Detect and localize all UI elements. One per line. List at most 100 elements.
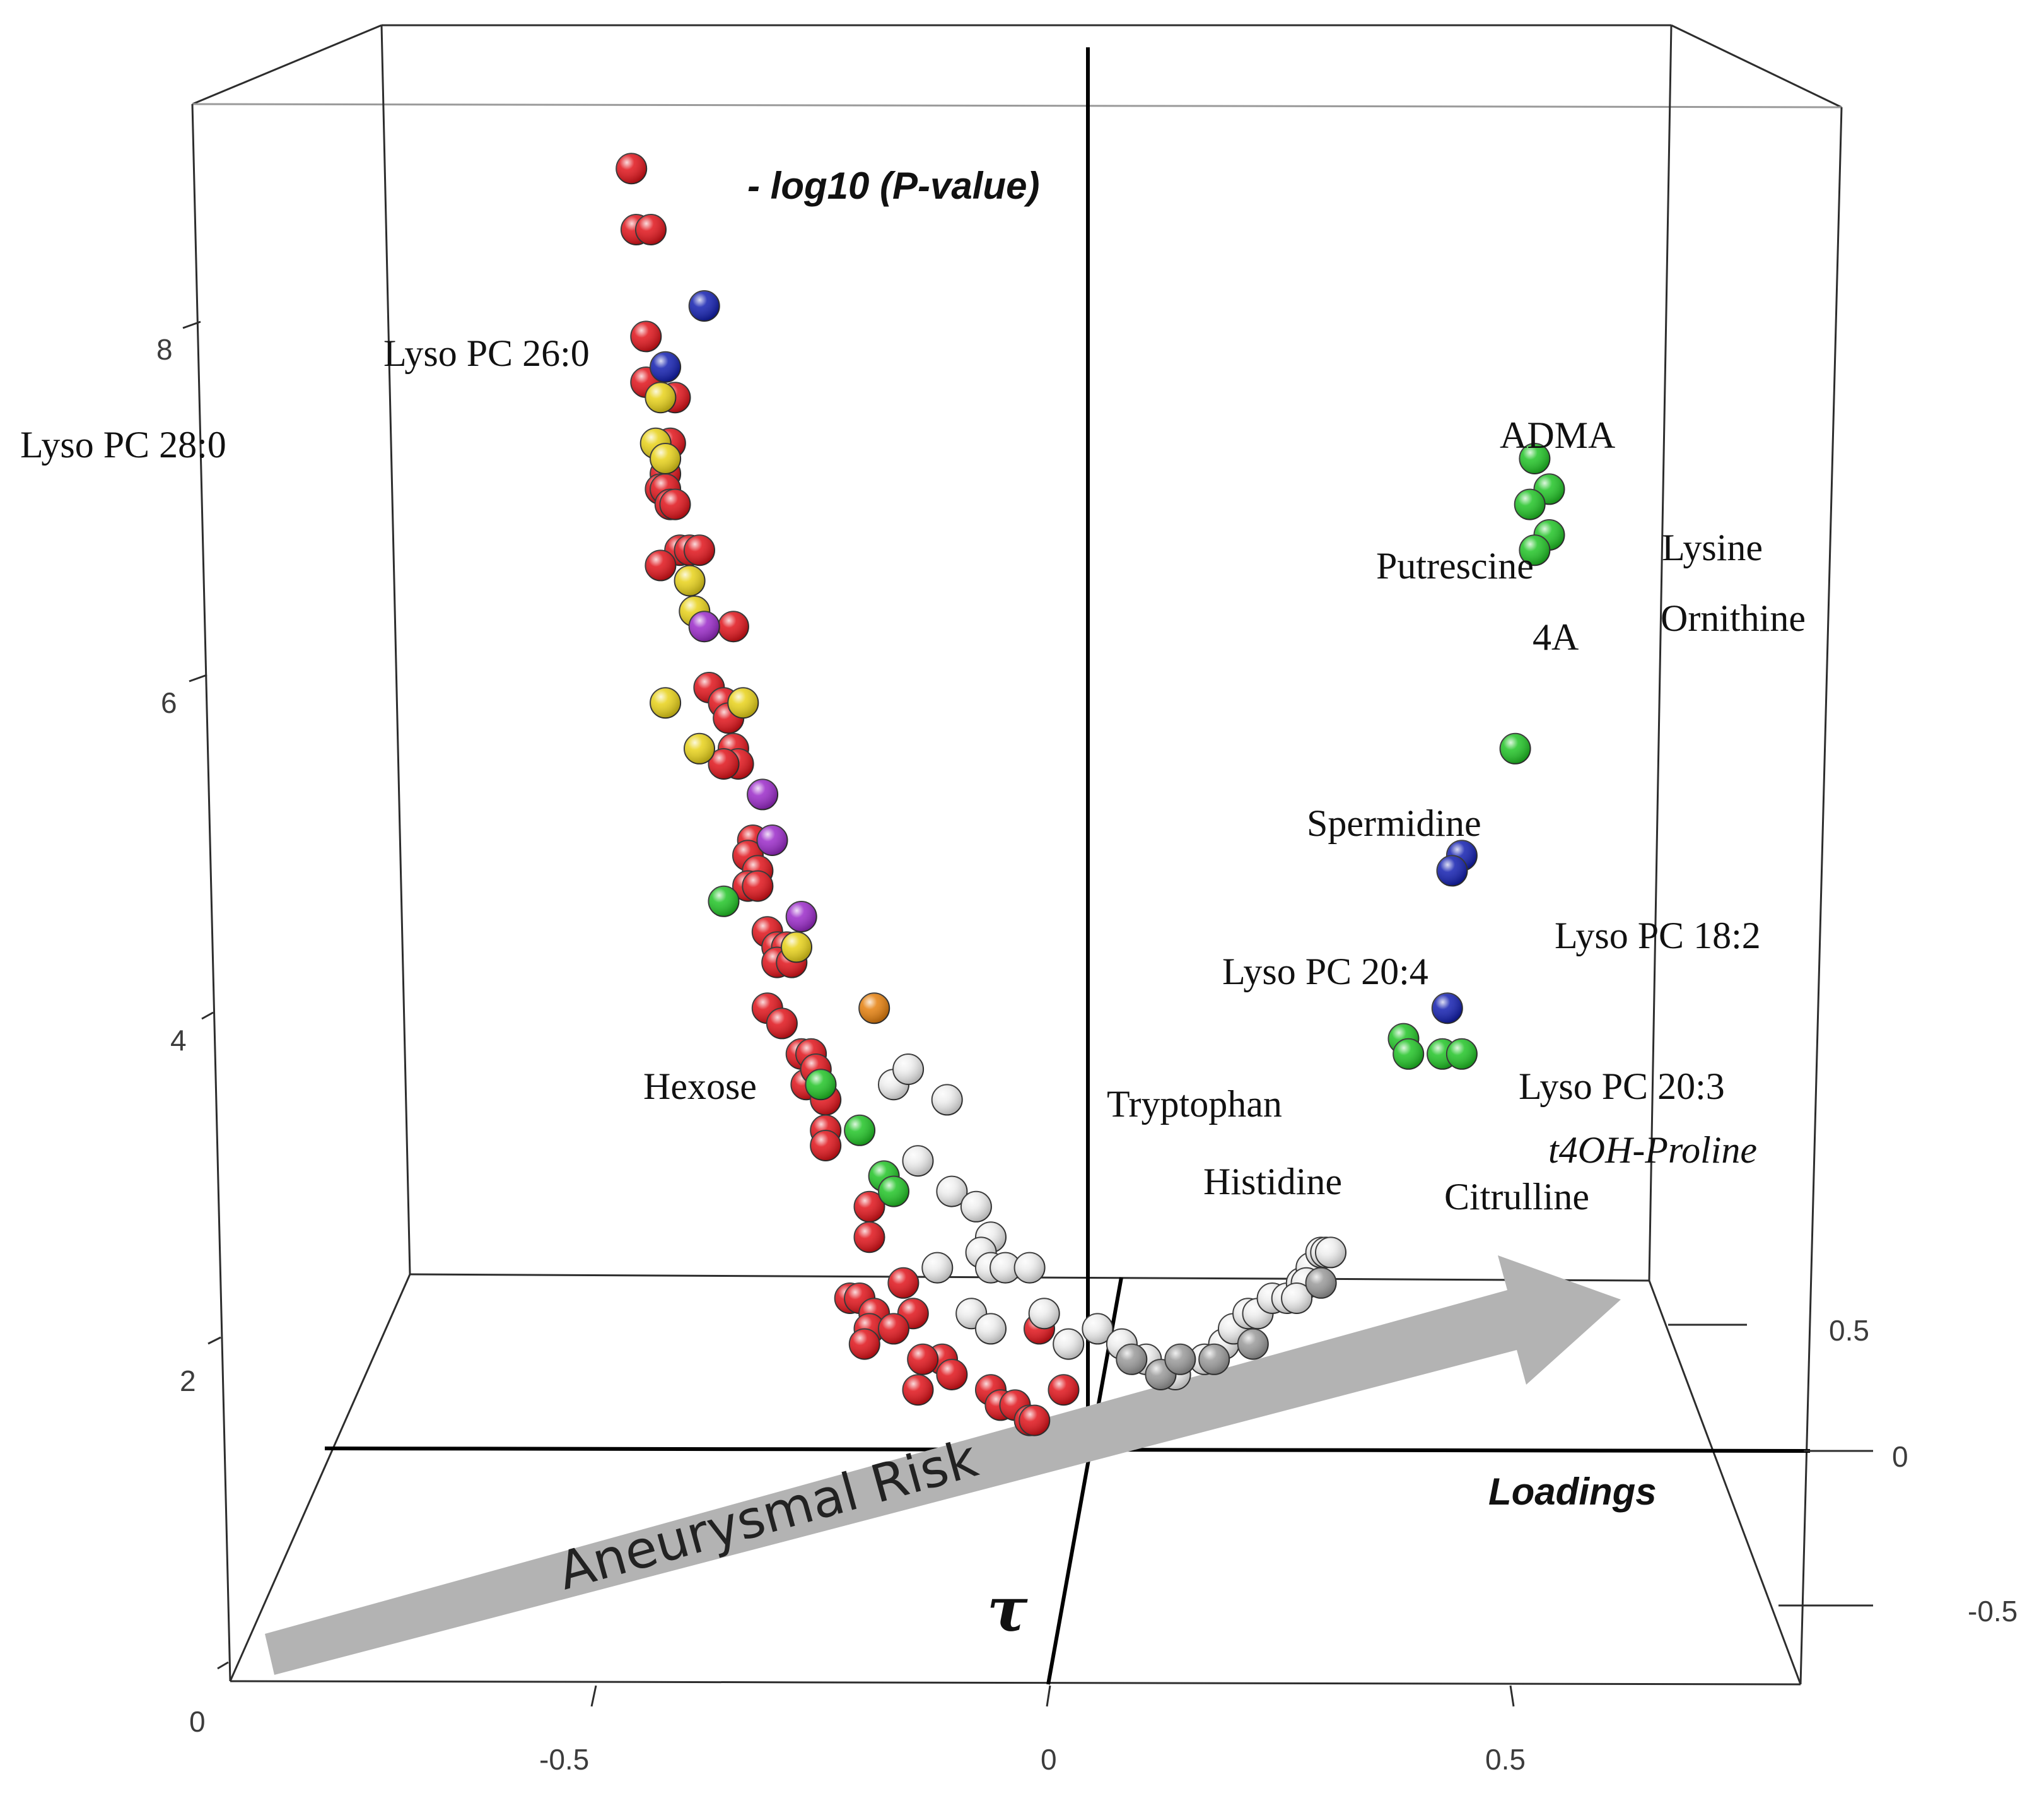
data-point-highlight: [908, 1344, 938, 1375]
data-point-highlight: [781, 932, 812, 963]
data-point-highlight: [1014, 1252, 1045, 1283]
y-tick-label: 0: [189, 1705, 206, 1738]
x-tick-label: 0.5: [1485, 1743, 1526, 1776]
data-point-highlight: [674, 565, 705, 596]
data-point-highlight: [849, 1329, 880, 1359]
data-point-highlight: [1165, 1344, 1196, 1375]
data-point-highlight: [650, 443, 681, 474]
y-axis-title: - log10 (P-value): [747, 165, 1039, 207]
annotation-lysine: Lysine: [1662, 527, 1763, 568]
x-tick-labels: -0.5 0 0.5: [539, 1743, 1526, 1776]
data-point-highlight: [931, 1084, 962, 1115]
annotation-hexose: Hexose: [643, 1065, 757, 1107]
data-point-highlight: [902, 1146, 933, 1177]
data-point-highlight: [689, 611, 720, 642]
risk-arrow-shape: [265, 1255, 1621, 1675]
annotation-putrescine: Putrescine: [1376, 545, 1534, 587]
data-point-highlight: [757, 825, 788, 855]
data-point-highlight: [976, 1313, 1006, 1344]
data-point-highlight: [708, 749, 739, 779]
z-axis-title: Loadings: [1488, 1470, 1657, 1513]
risk-arrow-label: Aneurysmal Risk: [552, 1429, 984, 1602]
data-point-highlight: [1019, 1405, 1050, 1436]
x-axis-title: τ: [987, 1574, 1028, 1645]
data-point-highlight: [1305, 1267, 1336, 1298]
data-point-highlight: [1048, 1375, 1079, 1406]
data-point-highlight: [1199, 1344, 1230, 1375]
x-tick-label: -0.5: [539, 1743, 589, 1776]
annotation-lyso-pc-20-4: Lyso PC 20:4: [1222, 951, 1428, 992]
annotation-t4oh-proline: t4OH-Proline: [1548, 1129, 1757, 1171]
y-tick-label: 8: [156, 333, 173, 366]
data-point-highlight: [1519, 535, 1550, 566]
data-point-highlight: [810, 1130, 841, 1161]
z-tick-label: -0.5: [1968, 1595, 2018, 1628]
y-tick-labels: 8 6 4 2 0: [156, 333, 206, 1738]
data-point-highlight: [893, 1054, 924, 1084]
data-point-highlight: [888, 1267, 919, 1298]
data-point-highlight: [902, 1375, 933, 1406]
scatter-points: [616, 153, 1565, 1436]
data-point-highlight: [1116, 1344, 1147, 1375]
annotation-adma: ADMA: [1500, 414, 1615, 456]
z-tick-label: 0: [1892, 1440, 1908, 1473]
data-point-highlight: [650, 351, 681, 382]
y-tick-label: 4: [170, 1024, 187, 1057]
data-point-highlight: [616, 153, 647, 184]
data-point-highlight: [854, 1222, 885, 1253]
data-point-highlight: [1082, 1313, 1113, 1344]
annotation-lyso-pc-26-0: Lyso PC 26:0: [383, 332, 590, 374]
annotation-tryptophan: Tryptophan: [1107, 1083, 1282, 1125]
annotation-ornithine: Ornithine: [1661, 597, 1806, 639]
data-point-highlight: [650, 688, 681, 719]
point-annotations: Lyso PC 26:0 Lyso PC 28:0 Hexose ADMA Ly…: [20, 332, 1806, 1218]
data-point-highlight: [879, 1176, 909, 1207]
data-point-highlight: [1514, 489, 1545, 520]
data-point-highlight: [766, 1008, 797, 1039]
data-point-highlight: [961, 1191, 991, 1222]
annotation-spermidine: Spermidine: [1307, 802, 1481, 844]
data-point-highlight: [1393, 1038, 1424, 1069]
data-point-highlight: [708, 886, 739, 917]
data-point-highlight: [844, 1115, 875, 1146]
data-point-highlight: [937, 1359, 967, 1390]
data-point-highlight: [645, 550, 676, 581]
data-point-highlight: [684, 535, 715, 566]
data-point-highlight: [990, 1252, 1021, 1283]
annotation-lyso-pc-28-0: Lyso PC 28:0: [20, 424, 226, 466]
data-point-highlight: [631, 321, 662, 352]
z-tick-label: 0.5: [1829, 1314, 1869, 1347]
data-point-highlight: [1237, 1329, 1268, 1359]
annotation-histidine: Histidine: [1203, 1161, 1342, 1202]
data-point-highlight: [1316, 1237, 1346, 1268]
data-point-highlight: [718, 611, 749, 642]
y-tick-label: 2: [180, 1365, 196, 1397]
data-point-highlight: [742, 871, 773, 901]
data-point-highlight: [859, 993, 890, 1024]
tick-marks: [182, 320, 1873, 1707]
data-point-highlight: [1519, 443, 1550, 474]
annotation-citrulline: Citrulline: [1444, 1176, 1589, 1218]
annotation-lyso-pc-20-3: Lyso PC 20:3: [1519, 1065, 1725, 1107]
data-point-highlight: [1446, 1038, 1477, 1069]
data-point-highlight: [1500, 733, 1531, 764]
data-point-highlight: [1282, 1283, 1312, 1313]
data-point-highlight: [879, 1313, 909, 1344]
data-point-highlight: [1053, 1329, 1084, 1359]
data-point-highlight: [1437, 855, 1468, 886]
data-point-highlight: [854, 1191, 885, 1222]
annotation-lyso-pc-18-2: Lyso PC 18:2: [1555, 915, 1761, 956]
data-point-highlight: [684, 733, 715, 764]
data-point-highlight: [786, 901, 817, 932]
data-point-highlight: [937, 1176, 967, 1207]
data-point-highlight: [1432, 993, 1463, 1024]
data-point-highlight: [805, 1069, 836, 1100]
risk-arrow: Aneurysmal Risk: [265, 1255, 1621, 1675]
x-tick-label: 0: [1041, 1743, 1057, 1776]
data-point-highlight: [636, 214, 666, 245]
data-point-highlight: [747, 779, 778, 810]
data-point-highlight: [922, 1252, 953, 1283]
z-tick-labels: 0.5 0 -0.5: [1829, 1314, 2018, 1628]
data-point-highlight: [645, 382, 676, 413]
